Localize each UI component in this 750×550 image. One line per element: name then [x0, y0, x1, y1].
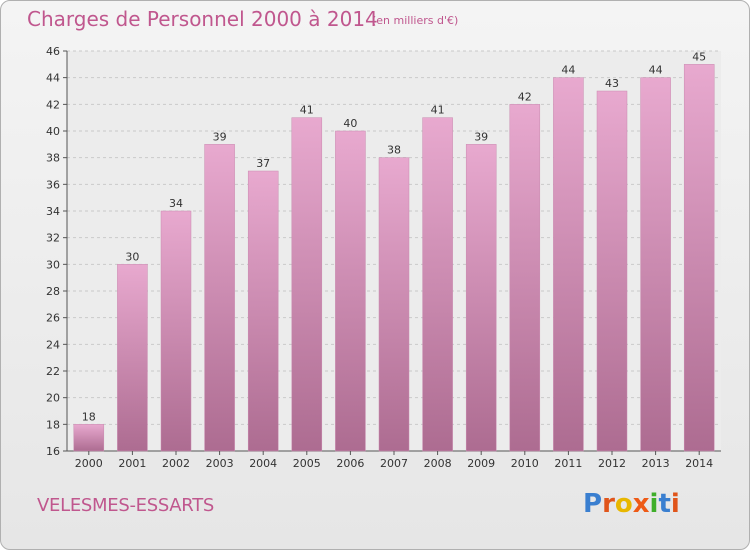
x-tick-label-2003: 2003 [206, 457, 234, 470]
data-label-2005: 41 [300, 104, 314, 117]
proxiti-logo: Proxiti [583, 489, 680, 519]
y-tick-label: 36 [46, 178, 60, 191]
data-label-2007: 38 [387, 144, 401, 157]
y-tick-label: 30 [46, 258, 60, 271]
y-tick-label: 34 [46, 205, 60, 218]
y-tick-label: 16 [46, 445, 60, 458]
data-label-2006: 40 [343, 117, 357, 130]
data-label-2012: 43 [605, 77, 619, 90]
commune-name: VELESMES-ESSARTS [37, 495, 215, 516]
y-tick-label: 38 [46, 152, 60, 165]
bar-2009 [465, 144, 497, 452]
y-tick-label: 24 [46, 338, 60, 351]
x-tick-label-2013: 2013 [642, 457, 670, 470]
data-label-2010: 42 [518, 90, 532, 103]
x-tick-label-2010: 2010 [511, 457, 539, 470]
chart-title: Charges de Personnel 2000 à 2014 [27, 7, 378, 31]
data-label-2003: 39 [213, 130, 227, 143]
data-label-2014: 45 [692, 50, 706, 63]
y-tick-label: 26 [46, 312, 60, 325]
bar-2003 [204, 144, 235, 452]
y-tick-label: 20 [46, 392, 60, 405]
data-label-2011: 44 [561, 64, 575, 77]
x-tick-label-2006: 2006 [336, 457, 364, 470]
x-tick-label-2002: 2002 [162, 457, 190, 470]
bar-2002 [160, 210, 192, 452]
data-label-2008: 41 [431, 104, 445, 117]
data-label-2000: 18 [82, 410, 96, 423]
data-label-2009: 39 [474, 130, 488, 143]
bar-2001 [117, 264, 148, 452]
x-tick-label-2011: 2011 [554, 457, 582, 470]
bar-2004 [247, 170, 279, 452]
y-tick-label: 18 [46, 418, 60, 431]
bar-2006 [335, 130, 366, 452]
x-tick-label-2000: 2000 [75, 457, 103, 470]
y-tick-label: 46 [46, 45, 60, 58]
data-label-2013: 44 [649, 64, 663, 77]
y-tick-label: 44 [46, 72, 60, 85]
y-tick-label: 40 [46, 125, 60, 138]
y-tick-label: 42 [46, 98, 60, 111]
y-tick-label: 32 [46, 232, 60, 245]
x-tick-label-2004: 2004 [249, 457, 277, 470]
bar-2005 [291, 117, 323, 452]
bar-2007 [378, 157, 410, 452]
x-tick-label-2007: 2007 [380, 457, 408, 470]
y-tick-label: 28 [46, 285, 60, 298]
chart-subtitle: (en milliers d'€) [372, 14, 459, 27]
data-label-2001: 30 [125, 250, 139, 263]
data-label-2004: 37 [256, 157, 270, 170]
bar-2013 [640, 77, 671, 452]
y-tick-label: 22 [46, 365, 60, 378]
x-tick-label-2001: 2001 [118, 457, 146, 470]
x-tick-label-2014: 2014 [685, 457, 713, 470]
x-tick-label-2005: 2005 [293, 457, 321, 470]
x-tick-label-2008: 2008 [424, 457, 452, 470]
bar-2010 [509, 104, 541, 452]
data-label-2002: 34 [169, 197, 183, 210]
bar-2014 [683, 64, 715, 452]
bar-2000 [73, 424, 105, 452]
bar-2008 [422, 117, 453, 452]
x-tick-label-2012: 2012 [598, 457, 626, 470]
bar-2012 [596, 90, 628, 452]
bar-2011 [553, 77, 584, 452]
x-tick-label-2009: 2009 [467, 457, 495, 470]
